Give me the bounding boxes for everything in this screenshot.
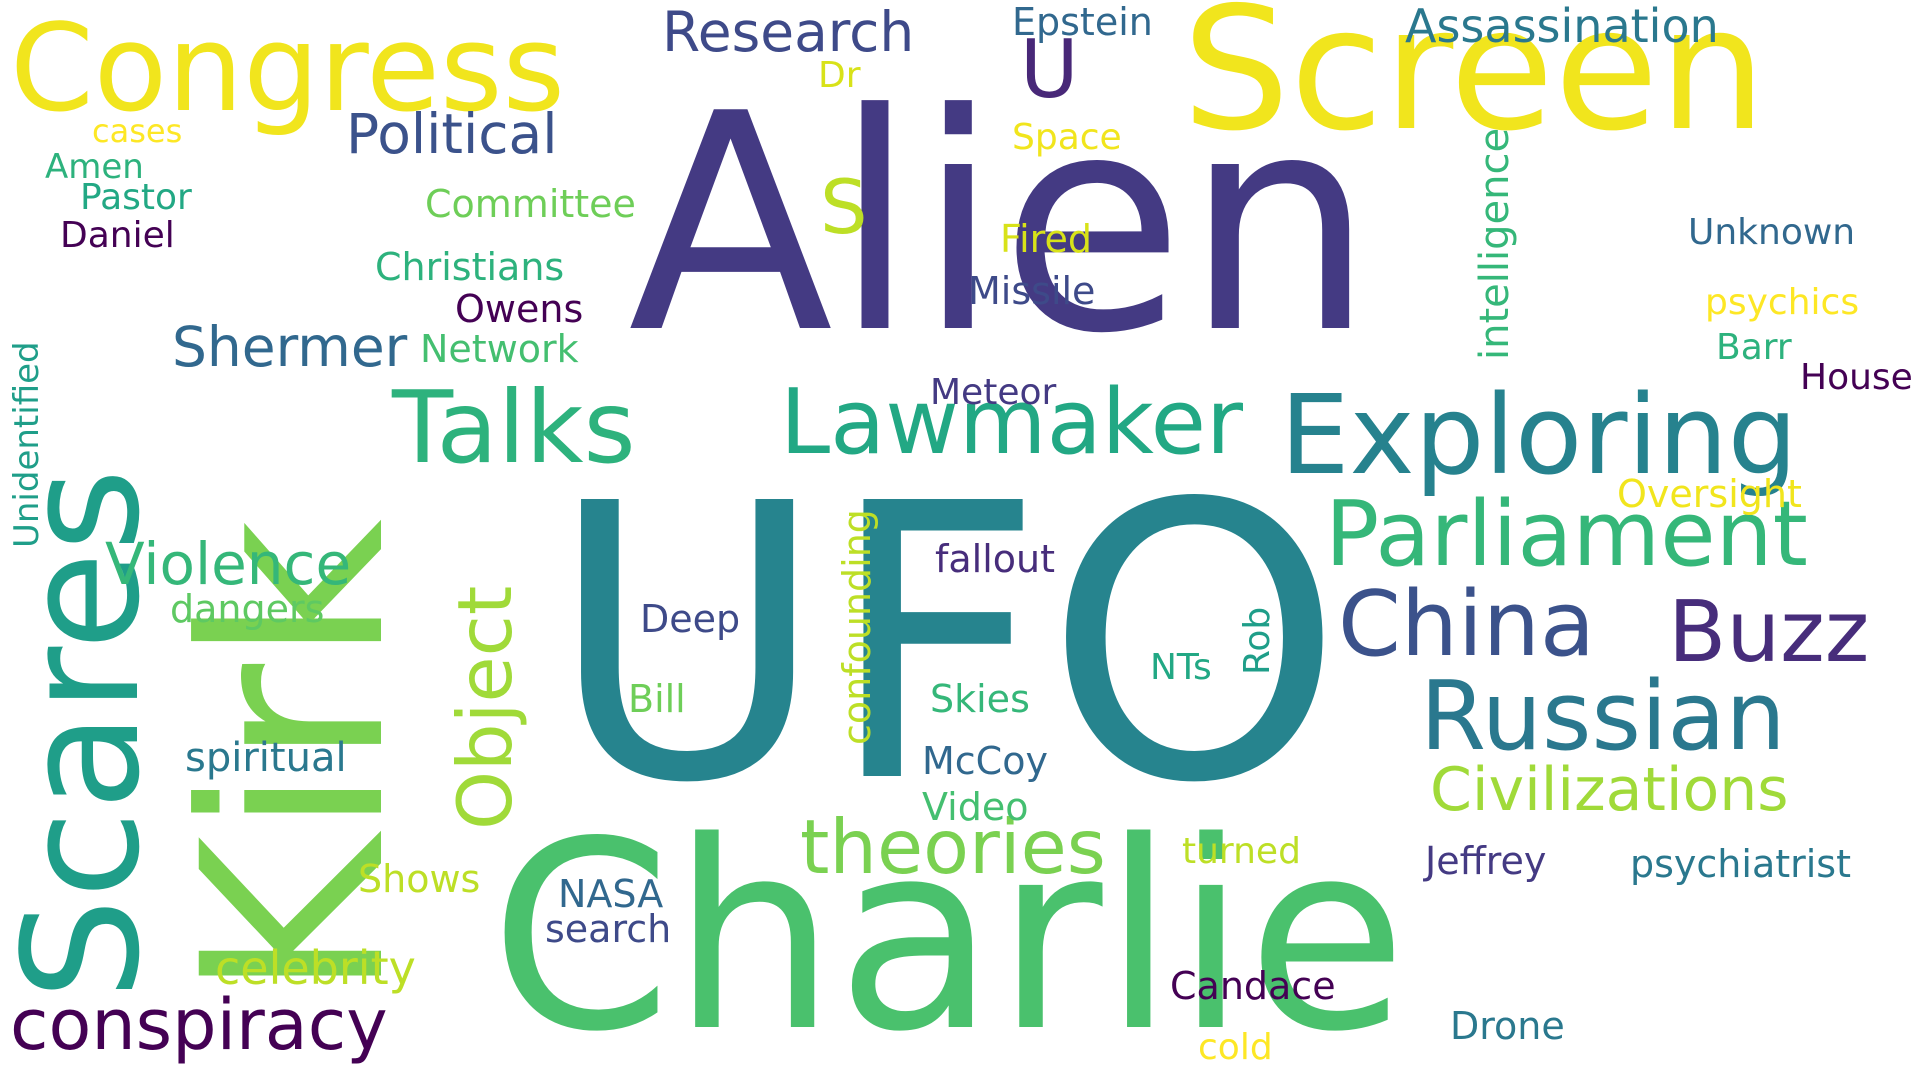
word-search: search	[545, 907, 672, 951]
word-daniel: Daniel	[60, 215, 175, 256]
word-network: Network	[420, 327, 579, 371]
word-congress: Congress	[10, 0, 565, 139]
word-meteor: Meteor	[930, 372, 1057, 413]
word-barr: Barr	[1716, 327, 1792, 368]
word-drone: Drone	[1450, 1004, 1565, 1048]
word-space: Space	[1012, 117, 1122, 158]
word-oversight: Oversight	[1617, 472, 1802, 516]
word-assassination: Assassination	[1405, 0, 1719, 53]
word-china: China	[1338, 572, 1596, 677]
word-unidentified: Unidentified	[7, 341, 47, 548]
word-alien: Alien	[628, 50, 1375, 399]
word-charlie: Charlie	[490, 787, 1407, 1080]
word-political: Political	[346, 102, 558, 166]
word-cases: cases	[92, 112, 183, 150]
word-dr: Dr	[818, 55, 861, 96]
word-committee: Committee	[425, 182, 636, 226]
word-psychiatrist: psychiatrist	[1630, 842, 1852, 886]
word-intelligence: intelligence	[1472, 127, 1518, 360]
word-civilizations: Civilizations	[1430, 755, 1789, 825]
word-talks: Talks	[392, 369, 636, 486]
word-nasa: NASA	[558, 872, 664, 916]
word-video: Video	[922, 785, 1029, 829]
word-unknown: Unknown	[1688, 212, 1856, 253]
word-psychics: psychics	[1705, 282, 1860, 323]
word-dangers: dangers	[170, 587, 325, 631]
word-buzz: Buzz	[1668, 583, 1870, 682]
word-nts: NTs	[1150, 647, 1212, 688]
word-house: House	[1800, 357, 1913, 398]
word-mccoy: McCoy	[922, 739, 1048, 783]
word-exploring: Exploring	[1280, 371, 1798, 499]
word-ufo: UFO	[548, 423, 1344, 866]
word-spiritual: spiritual	[185, 735, 347, 781]
word-confounding: confounding	[835, 509, 879, 745]
word-object: Object	[441, 585, 529, 830]
word-cold: cold	[1198, 1027, 1273, 1068]
word-lawmaker: Lawmaker	[780, 370, 1244, 475]
word-violence: Violence	[105, 530, 352, 598]
word-turned: turned	[1182, 831, 1301, 872]
word-conspiracy: conspiracy	[10, 984, 388, 1066]
word-pastor: Pastor	[80, 177, 192, 218]
word-rob: Rob	[1237, 606, 1278, 675]
word-u: U	[1020, 23, 1079, 116]
word-theories: theories	[800, 803, 1106, 891]
word-christians: Christians	[375, 245, 565, 289]
word-amen: Amen	[45, 147, 144, 187]
word-russian: Russian	[1420, 662, 1786, 772]
word-jeffrey: Jeffrey	[1425, 839, 1547, 883]
word-epstein: Epstein	[1012, 0, 1153, 44]
word-candace: Candace	[1170, 964, 1336, 1008]
word-s: S	[820, 163, 868, 251]
word-skies: Skies	[930, 677, 1030, 721]
word-screen: Screen	[1182, 0, 1767, 169]
word-deep: Deep	[640, 597, 741, 641]
word-research: Research	[662, 0, 915, 64]
word-parliament: Parliament	[1325, 482, 1808, 587]
word-fired: Fired	[1000, 217, 1092, 261]
word-owens: Owens	[455, 287, 584, 331]
word-fallout: fallout	[935, 537, 1056, 581]
word-shows: Shows	[358, 857, 481, 901]
word-shermer: Shermer	[172, 315, 408, 379]
word-missile: Missile	[968, 269, 1096, 313]
word-celebrity: celebrity	[215, 941, 416, 995]
word-bill: Bill	[628, 677, 686, 721]
